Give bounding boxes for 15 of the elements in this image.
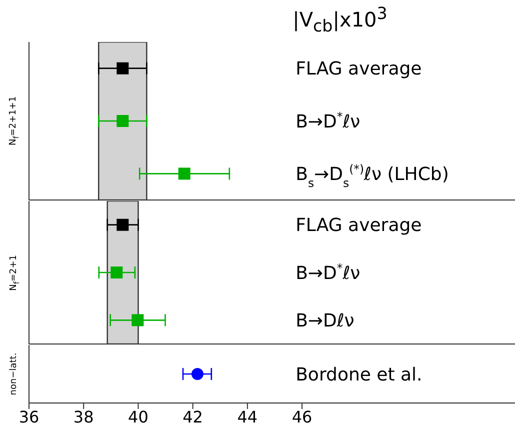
y-tick-label: B→D$^{*}$ℓν — [296, 260, 360, 284]
y-axis-title: non−latt. — [10, 352, 20, 396]
x-tick-label: 42 — [182, 407, 203, 426]
y-tick-label: B→D$^{*}$ℓν — [296, 109, 360, 132]
y-tick-label: FLAG average — [296, 215, 422, 236]
x-tick-label: 38 — [73, 407, 94, 426]
y-tick-label: B→Dℓν — [296, 310, 354, 332]
x-tick-label: 40 — [128, 407, 148, 426]
x-tick-label: 36 — [18, 407, 40, 426]
chart-title: |V$_{cb}$|x10$^{3}$ — [292, 4, 388, 36]
x-tick-label: 46 — [292, 407, 312, 426]
y-tick-label: Bordone et al. — [296, 364, 422, 386]
y-tick-label: FLAG average — [296, 58, 422, 80]
y-tick-label: B$_{s}$→D$_{s}$$^{(*)}$ℓν (LHCb) — [296, 162, 449, 190]
x-tick-label: 44 — [237, 407, 258, 426]
